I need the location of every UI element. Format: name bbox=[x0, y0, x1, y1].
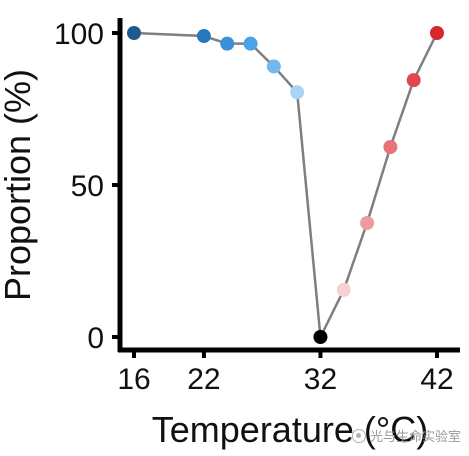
data-point bbox=[290, 85, 305, 100]
data-point bbox=[430, 26, 444, 40]
y-tick-label: 100 bbox=[54, 18, 104, 51]
data-point bbox=[220, 36, 235, 51]
data-point bbox=[127, 26, 141, 40]
data-point bbox=[360, 216, 375, 230]
data-point bbox=[196, 29, 211, 44]
x-axis-title: Temperature (°C) bbox=[152, 409, 428, 450]
x-tick-label: 42 bbox=[420, 363, 453, 396]
data-point bbox=[406, 73, 421, 88]
y-tick-label: 50 bbox=[71, 170, 104, 203]
y-axis-title: Proportion (%) bbox=[0, 69, 38, 301]
x-tick-label: 16 bbox=[117, 363, 150, 396]
y-tick-label: 0 bbox=[87, 322, 104, 355]
watermark-text: 光与生命实验室 bbox=[370, 430, 462, 445]
x-tick-label: 32 bbox=[304, 363, 337, 396]
y-ticks: 0 50 100 bbox=[54, 18, 120, 355]
data-point bbox=[336, 282, 351, 297]
data-points bbox=[127, 26, 444, 344]
data-point bbox=[243, 36, 258, 51]
x-ticks: 16 22 32 42 bbox=[117, 350, 454, 396]
axes bbox=[117, 18, 460, 353]
data-point bbox=[313, 330, 328, 344]
data-point bbox=[266, 59, 281, 74]
series-line bbox=[133, 31, 439, 342]
wechat-icon bbox=[352, 428, 366, 443]
x-tick-label: 22 bbox=[187, 363, 220, 396]
data-point bbox=[383, 140, 398, 154]
watermark: 光与生命实验室 bbox=[352, 426, 461, 445]
